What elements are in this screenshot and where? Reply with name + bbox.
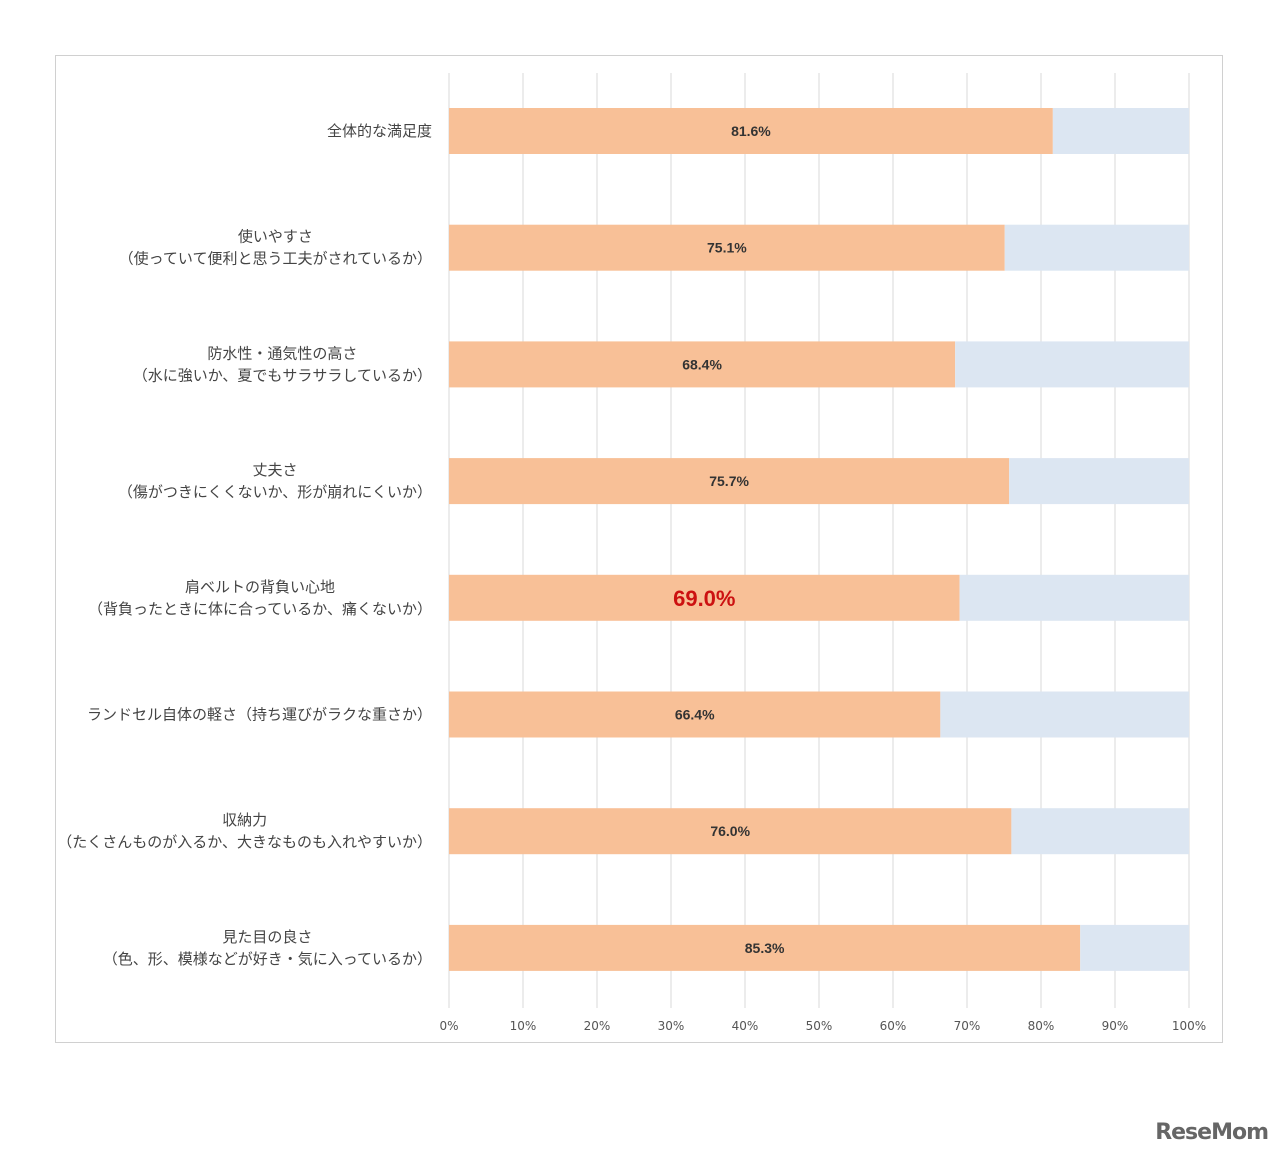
bar xyxy=(449,924,1081,971)
category-label: 丈夫さ （傷がつきにくくないか、形が崩れにくいか） xyxy=(118,461,432,501)
bar xyxy=(449,808,1012,855)
bar-value-label: 68.4% xyxy=(682,356,722,372)
category-label: 使いやすさ （使っていて便利と思う工夫がされているか） xyxy=(119,228,432,268)
category-label-line: 全体的な満足度 xyxy=(327,122,432,140)
bar-remainder xyxy=(1052,108,1189,154)
bar-remainder xyxy=(1080,924,1189,971)
category-label: 全体的な満足度 xyxy=(327,122,432,140)
category-label: ランドセル自体の軽さ（持ち運びがラクな重さか） xyxy=(87,706,432,724)
category-label-line: （色、形、模様などが好き・気に入っているか） xyxy=(103,950,432,968)
bar-value-label: 76.0% xyxy=(710,823,750,839)
category-label-line: 収納力 xyxy=(222,811,267,829)
x-tick-label: 30% xyxy=(658,1019,685,1033)
category-label: 防水性・通気性の高さ （水に強いか、夏でもサラサラしているか） xyxy=(133,344,432,384)
category-label-line: 丈夫さ xyxy=(252,461,297,479)
bar-value-label: 75.1% xyxy=(707,240,747,256)
category-label-line: 見た目の良さ xyxy=(222,928,312,946)
category-label-line: ランドセル自体の軽さ（持ち運びがラクな重さか） xyxy=(87,706,432,724)
chart-frame xyxy=(55,55,1223,1043)
x-tick-label: 0% xyxy=(439,1019,458,1033)
category-label-line: 肩ベルトの背負い心地 xyxy=(185,578,335,596)
x-tick-label: 10% xyxy=(510,1019,537,1033)
bar-remainder xyxy=(940,691,1189,738)
resemom-logo: ReseMom xyxy=(1155,1120,1269,1145)
x-tick-label: 80% xyxy=(1028,1019,1055,1033)
bar-value-label: 81.6% xyxy=(731,123,771,139)
category-label: 見た目の良さ （色、形、模様などが好き・気に入っているか） xyxy=(103,928,432,968)
bar xyxy=(449,691,941,738)
bar-value-label: 66.4% xyxy=(675,707,715,723)
category-label-line: 使いやすさ xyxy=(238,228,313,246)
bar xyxy=(449,108,1053,154)
x-tick-label: 20% xyxy=(584,1019,611,1033)
bar xyxy=(449,458,1010,505)
x-tick-label: 70% xyxy=(954,1019,981,1033)
category-label-line: （傷がつきにくくないか、形が崩れにくいか） xyxy=(118,483,432,501)
bars: 81.6% 75.1% 68.4% 75.7% 69.0% 66.4% 76.0% 85.3% xyxy=(449,108,1189,971)
bar-remainder xyxy=(1009,458,1189,505)
x-tick-label: 50% xyxy=(806,1019,833,1033)
bar xyxy=(449,224,1005,271)
category-label-line: 防水性・通気性の高さ xyxy=(207,344,357,362)
x-tick-label: 60% xyxy=(880,1019,907,1033)
x-tick-label: 40% xyxy=(732,1019,759,1033)
bar-value-label: 69.0% xyxy=(673,586,735,611)
category-label: 収納力 （たくさんものが入るか、大きなものも入れやすいか） xyxy=(57,811,432,851)
x-tick-label: 90% xyxy=(1102,1019,1129,1033)
bar-remainder xyxy=(1004,224,1189,271)
x-axis-ticks: 0% 10% 20% 30% 40% 50% 60% 70% 80% 90% 100% xyxy=(439,1019,1206,1033)
category-label-line: （水に強いか、夏でもサラサラしているか） xyxy=(133,366,432,384)
bar-value-label: 85.3% xyxy=(745,940,785,956)
category-label-line: （たくさんものが入るか、大きなものも入れやすいか） xyxy=(57,833,432,851)
bar-remainder xyxy=(1011,808,1189,855)
bar xyxy=(449,341,956,388)
bar-remainder xyxy=(955,341,1189,388)
grid-lines xyxy=(448,73,1190,1008)
category-label-line: （背負ったときに体に合っているか、痛くないか） xyxy=(88,600,432,618)
bar xyxy=(449,574,960,621)
category-label: 肩ベルトの背負い心地 （背負ったときに体に合っているか、痛くないか） xyxy=(88,578,432,618)
bar-remainder xyxy=(959,574,1189,621)
x-tick-label: 100% xyxy=(1172,1019,1206,1033)
category-label-line: （使っていて便利と思う工夫がされているか） xyxy=(119,250,432,268)
bar-value-label: 75.7% xyxy=(709,473,749,489)
